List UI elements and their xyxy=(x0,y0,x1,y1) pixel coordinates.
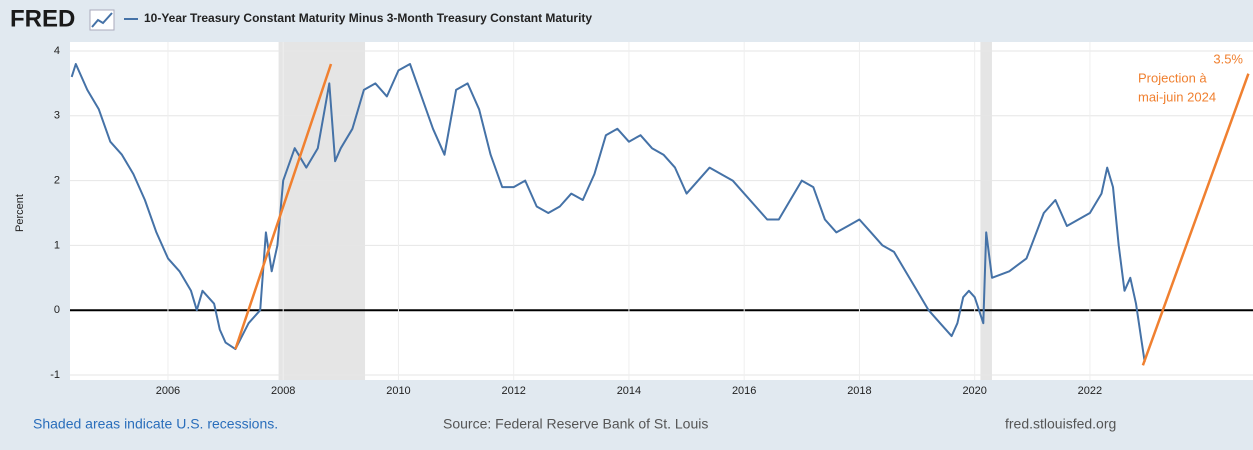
y-axis-label: Percent xyxy=(14,194,26,232)
footer-source: Source: Federal Reserve Bank of St. Loui… xyxy=(443,416,708,432)
y-tick-label: -1 xyxy=(50,369,60,381)
annotation: Projection à xyxy=(1138,70,1207,85)
x-tick-label: 2006 xyxy=(156,385,180,397)
footer-url: fred.stlouisfed.org xyxy=(1005,416,1116,432)
plot-area xyxy=(70,42,1253,380)
x-tick-label: 2020 xyxy=(962,385,986,397)
y-tick-label: 2 xyxy=(54,175,60,187)
series-line xyxy=(70,63,1146,363)
y-tick-label: 0 xyxy=(54,304,60,316)
logo-icon xyxy=(89,9,115,31)
y-tick-label: 4 xyxy=(54,45,60,57)
projection-line xyxy=(234,63,333,350)
x-tick-label: 2022 xyxy=(1078,385,1102,397)
x-tick-label: 2014 xyxy=(617,385,641,397)
x-tick-label: 2008 xyxy=(271,385,295,397)
projection-line xyxy=(1141,73,1250,366)
logo: FRED xyxy=(10,5,75,32)
y-tick-label: 3 xyxy=(54,110,60,122)
recession-band xyxy=(980,42,992,380)
x-tick-label: 2010 xyxy=(386,385,410,397)
recession-band xyxy=(278,42,366,380)
footer-note: Shaded areas indicate U.S. recessions. xyxy=(33,416,278,432)
logo-icon-line xyxy=(91,12,113,28)
annotation: mai-juin 2024 xyxy=(1138,89,1216,104)
x-tick-label: 2018 xyxy=(847,385,871,397)
x-tick-label: 2016 xyxy=(732,385,756,397)
legend-label: 10-Year Treasury Constant Maturity Minus… xyxy=(144,11,592,25)
y-tick-label: 1 xyxy=(54,239,60,251)
x-tick-label: 2012 xyxy=(501,385,525,397)
annotation: 3.5% xyxy=(1213,51,1243,66)
